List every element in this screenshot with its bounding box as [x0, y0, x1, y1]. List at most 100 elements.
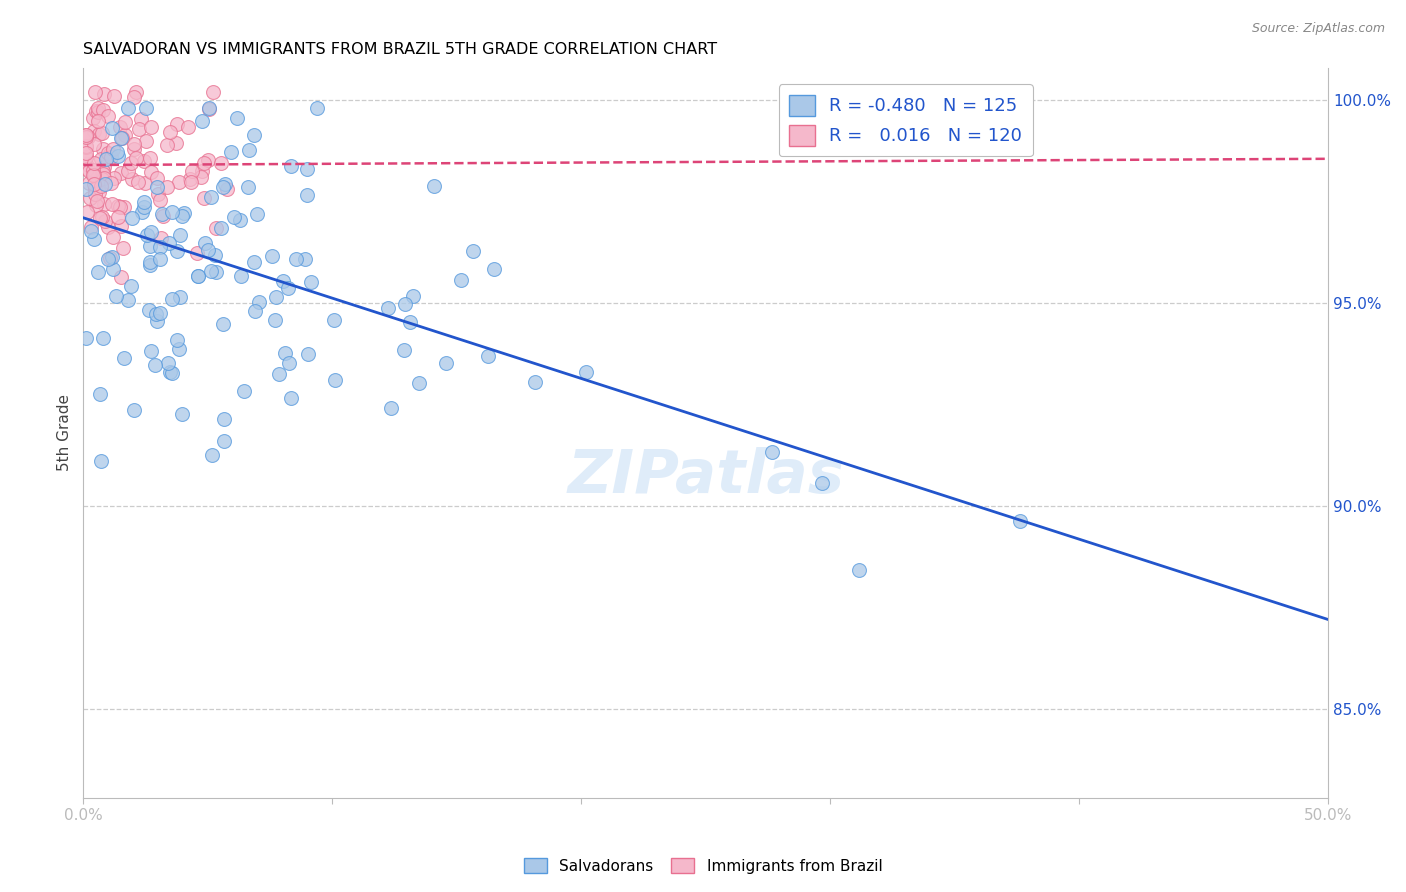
Point	[90, 210, 112, 224]
Point	[170, 209, 193, 223]
Point	[186, 246, 208, 260]
Point	[295, 187, 318, 202]
Point	[377, 301, 399, 316]
Point	[463, 244, 485, 258]
Point	[105, 145, 128, 159]
Point	[159, 125, 181, 139]
Point	[91, 167, 114, 181]
Point	[76, 161, 98, 176]
Point	[200, 190, 222, 204]
Point	[75, 157, 97, 171]
Point	[91, 331, 114, 345]
Point	[214, 177, 236, 191]
Point	[575, 365, 598, 379]
Point	[75, 150, 97, 164]
Point	[145, 314, 167, 328]
Text: Source: ZipAtlas.com: Source: ZipAtlas.com	[1251, 22, 1385, 36]
Point	[82, 168, 104, 182]
Point	[181, 164, 204, 178]
Point	[90, 453, 112, 467]
Point	[149, 231, 172, 245]
Point	[122, 90, 145, 104]
Point	[263, 313, 285, 327]
Point	[111, 131, 134, 145]
Point	[297, 161, 319, 176]
Point	[91, 103, 114, 117]
Point	[394, 343, 416, 358]
Point	[122, 136, 145, 151]
Point	[402, 289, 425, 303]
Point	[160, 366, 183, 380]
Point	[82, 163, 104, 178]
Point	[157, 236, 180, 251]
Point	[215, 182, 238, 196]
Y-axis label: 5th Grade: 5th Grade	[58, 394, 72, 471]
Point	[122, 403, 145, 417]
Point	[193, 190, 215, 204]
Point	[93, 171, 115, 186]
Point	[93, 178, 115, 192]
Point	[299, 275, 322, 289]
Point	[229, 268, 252, 283]
Point	[103, 261, 125, 276]
Point	[129, 112, 152, 126]
Point	[132, 200, 155, 214]
Point	[297, 347, 319, 361]
Point	[93, 87, 115, 102]
Point	[135, 228, 157, 243]
Point	[87, 113, 110, 128]
Legend: R = -0.480   N = 125, R =   0.016   N = 120: R = -0.480 N = 125, R = 0.016 N = 120	[779, 84, 1033, 156]
Point	[187, 268, 209, 283]
Point	[148, 252, 170, 267]
Point	[103, 171, 125, 186]
Point	[177, 120, 200, 135]
Point	[190, 169, 212, 184]
Point	[193, 155, 215, 169]
Point	[75, 139, 97, 153]
Point	[264, 289, 287, 303]
Point	[89, 186, 111, 200]
Point	[77, 176, 100, 190]
Point	[305, 101, 328, 115]
Point	[97, 219, 120, 234]
Point	[108, 200, 131, 214]
Point	[93, 161, 115, 175]
Point	[149, 306, 172, 320]
Point	[423, 179, 446, 194]
Point	[277, 281, 299, 295]
Point	[120, 279, 142, 293]
Point	[75, 130, 97, 145]
Point	[380, 401, 402, 416]
Point	[84, 104, 107, 119]
Point	[135, 101, 157, 115]
Point	[108, 120, 131, 134]
Point	[86, 105, 108, 120]
Point	[125, 85, 148, 99]
Point	[482, 262, 505, 277]
Point	[205, 220, 228, 235]
Point	[89, 386, 111, 401]
Point	[134, 176, 156, 190]
Point	[84, 85, 107, 99]
Point	[139, 225, 162, 239]
Point	[98, 147, 121, 161]
Point	[166, 117, 188, 131]
Point	[97, 145, 120, 160]
Point	[90, 153, 112, 167]
Point	[294, 252, 316, 267]
Point	[98, 251, 121, 265]
Point	[124, 142, 146, 156]
Point	[209, 221, 232, 235]
Point	[166, 244, 188, 258]
Point	[101, 142, 124, 156]
Point	[277, 356, 299, 370]
Point	[146, 170, 169, 185]
Point	[110, 131, 132, 145]
Point	[94, 152, 117, 166]
Text: SALVADORAN VS IMMIGRANTS FROM BRAZIL 5TH GRADE CORRELATION CHART: SALVADORAN VS IMMIGRANTS FROM BRAZIL 5TH…	[83, 42, 717, 57]
Point	[131, 204, 153, 219]
Point	[262, 249, 284, 263]
Point	[229, 213, 252, 227]
Point	[524, 376, 547, 390]
Point	[169, 227, 191, 242]
